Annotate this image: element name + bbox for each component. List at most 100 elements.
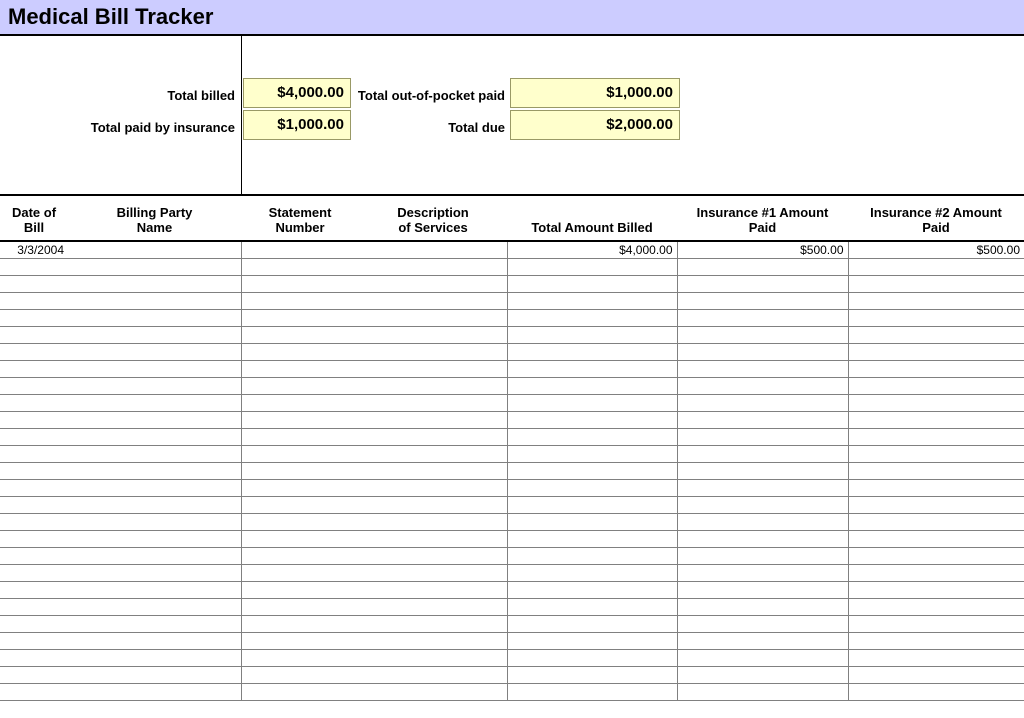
table-row[interactable] (0, 547, 1024, 564)
cell[interactable] (848, 343, 1024, 360)
table-row[interactable] (0, 598, 1024, 615)
cell[interactable] (68, 394, 241, 411)
cell[interactable] (677, 547, 848, 564)
table-row[interactable] (0, 564, 1024, 581)
cell[interactable] (241, 564, 359, 581)
cell[interactable] (359, 394, 507, 411)
table-row[interactable] (0, 360, 1024, 377)
cell[interactable] (241, 326, 359, 343)
cell[interactable] (68, 445, 241, 462)
cell[interactable] (68, 428, 241, 445)
cell[interactable] (0, 547, 68, 564)
cell[interactable] (0, 360, 68, 377)
table-row[interactable] (0, 683, 1024, 700)
table-row[interactable] (0, 581, 1024, 598)
cell[interactable] (241, 581, 359, 598)
cell[interactable] (0, 394, 68, 411)
cell[interactable] (507, 649, 677, 666)
cell[interactable] (848, 360, 1024, 377)
cell[interactable] (677, 360, 848, 377)
cell[interactable] (68, 581, 241, 598)
cell[interactable] (359, 309, 507, 326)
cell[interactable] (677, 598, 848, 615)
cell[interactable] (848, 275, 1024, 292)
cell[interactable] (848, 292, 1024, 309)
table-row[interactable] (0, 411, 1024, 428)
cell[interactable] (359, 649, 507, 666)
cell[interactable] (507, 326, 677, 343)
cell[interactable] (359, 411, 507, 428)
cell[interactable] (0, 513, 68, 530)
value-total-billed[interactable]: $4,000.00 (243, 78, 351, 108)
table-row[interactable] (0, 428, 1024, 445)
cell[interactable] (68, 309, 241, 326)
cell[interactable] (507, 377, 677, 394)
table-row[interactable] (0, 292, 1024, 309)
cell[interactable] (68, 632, 241, 649)
th-billed[interactable]: Total Amount Billed (507, 196, 677, 241)
table-body[interactable]: 3/3/2004$4,000.00$500.00$500.00 (0, 241, 1024, 700)
cell[interactable] (507, 598, 677, 615)
table-row[interactable] (0, 258, 1024, 275)
cell[interactable] (241, 394, 359, 411)
cell[interactable] (68, 377, 241, 394)
cell[interactable] (677, 666, 848, 683)
cell[interactable] (507, 394, 677, 411)
cell[interactable] (677, 445, 848, 462)
cell[interactable] (848, 479, 1024, 496)
cell[interactable] (359, 632, 507, 649)
value-total-out-of-pocket-paid[interactable]: $1,000.00 (510, 78, 680, 108)
cell[interactable] (677, 496, 848, 513)
cell[interactable] (359, 258, 507, 275)
cell[interactable] (848, 666, 1024, 683)
cell[interactable] (848, 309, 1024, 326)
th-date[interactable]: Date of Bill (0, 196, 68, 241)
cell[interactable] (359, 241, 507, 258)
cell[interactable] (241, 275, 359, 292)
cell[interactable] (359, 547, 507, 564)
cell[interactable] (0, 666, 68, 683)
cell[interactable] (507, 258, 677, 275)
cell[interactable] (68, 258, 241, 275)
bills-table[interactable]: Date of Bill Billing Party Name Statemen… (0, 196, 1024, 701)
cell[interactable] (359, 530, 507, 547)
value-total-due[interactable]: $2,000.00 (510, 110, 680, 140)
cell[interactable] (241, 258, 359, 275)
cell[interactable] (241, 428, 359, 445)
cell[interactable]: $4,000.00 (507, 241, 677, 258)
cell[interactable] (507, 360, 677, 377)
cell[interactable] (677, 462, 848, 479)
cell[interactable] (507, 581, 677, 598)
cell[interactable] (0, 258, 68, 275)
cell[interactable] (677, 309, 848, 326)
table-row[interactable] (0, 462, 1024, 479)
cell[interactable] (0, 309, 68, 326)
cell[interactable] (68, 615, 241, 632)
cell[interactable] (359, 428, 507, 445)
cell[interactable] (507, 547, 677, 564)
cell[interactable] (677, 479, 848, 496)
cell[interactable] (677, 683, 848, 700)
cell[interactable] (677, 513, 848, 530)
cell[interactable] (68, 343, 241, 360)
cell[interactable] (68, 564, 241, 581)
cell[interactable] (507, 496, 677, 513)
cell[interactable] (359, 598, 507, 615)
cell[interactable] (359, 496, 507, 513)
cell[interactable] (507, 615, 677, 632)
table-row[interactable] (0, 309, 1024, 326)
cell[interactable] (507, 292, 677, 309)
cell[interactable] (0, 479, 68, 496)
cell[interactable] (848, 615, 1024, 632)
cell[interactable] (507, 564, 677, 581)
th-statement[interactable]: Statement Number (241, 196, 359, 241)
cell[interactable] (68, 462, 241, 479)
cell[interactable] (359, 326, 507, 343)
cell[interactable] (0, 445, 68, 462)
cell[interactable] (677, 632, 848, 649)
cell[interactable] (68, 326, 241, 343)
cell[interactable] (677, 411, 848, 428)
cell[interactable] (507, 530, 677, 547)
cell[interactable] (359, 377, 507, 394)
cell[interactable] (0, 530, 68, 547)
